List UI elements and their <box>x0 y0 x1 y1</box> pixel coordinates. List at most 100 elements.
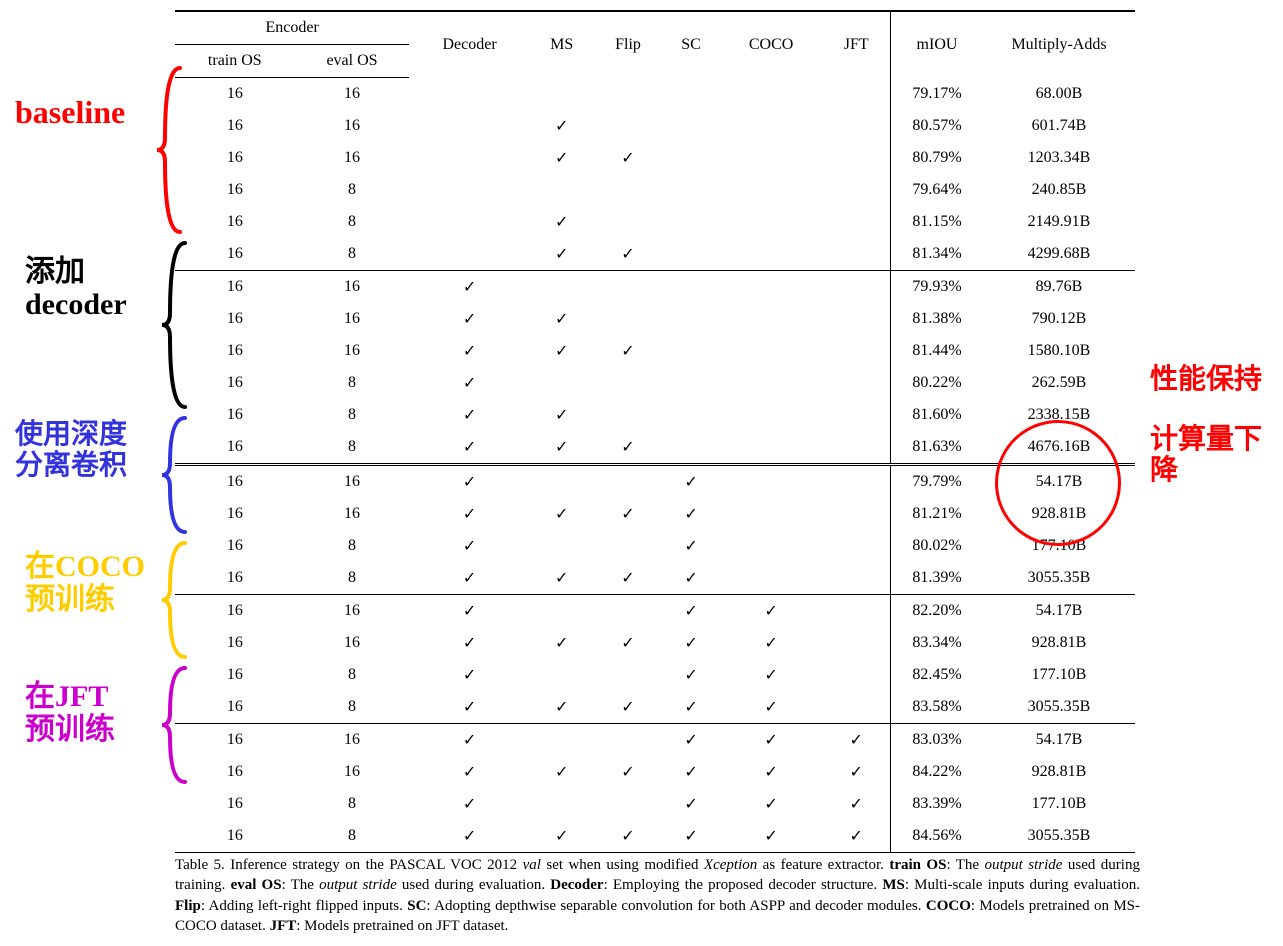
table-cell <box>594 367 663 399</box>
table-cell: 82.20% <box>891 595 984 628</box>
table-cell: ✓ <box>662 595 719 628</box>
table-cell <box>822 691 890 724</box>
handwritten-annotation: 计算量下降 <box>1150 425 1273 487</box>
table-cell <box>662 335 719 367</box>
table-cell: 16 <box>295 465 410 499</box>
table-cell: 1203.34B <box>983 142 1135 174</box>
table-cell: 83.58% <box>891 691 984 724</box>
table-row: 1616✓✓✓81.44%1580.10B <box>175 335 1135 367</box>
table-cell: 84.56% <box>891 820 984 853</box>
table-cell: 2338.15B <box>983 399 1135 431</box>
handwritten-annotation: 性能保持 <box>1150 365 1262 396</box>
table-cell: 16 <box>175 431 295 465</box>
table-cell: 81.38% <box>891 303 984 335</box>
caption-trainos-b: train OS <box>889 857 946 873</box>
table-row: 168✓✓✓✓✓✓84.56%3055.35B <box>175 820 1135 853</box>
table-cell <box>662 110 719 142</box>
table-cell <box>720 142 823 174</box>
table-cell: 240.85B <box>983 174 1135 206</box>
caption-text: used during evaluation. <box>397 877 551 893</box>
header-madds: Multiply-Adds <box>983 11 1135 78</box>
table-row: 168✓✓81.34%4299.68B <box>175 238 1135 271</box>
table-cell <box>720 335 823 367</box>
table-cell: 16 <box>175 595 295 628</box>
table-cell: 16 <box>295 335 410 367</box>
table-cell: 16 <box>295 110 410 142</box>
table-cell: 8 <box>295 659 410 691</box>
table-cell: ✓ <box>409 595 529 628</box>
table-cell: ✓ <box>662 659 719 691</box>
table-cell: ✓ <box>822 820 890 853</box>
table-cell: 82.45% <box>891 659 984 691</box>
table-cell <box>662 78 719 111</box>
table-cell <box>720 271 823 304</box>
table-body: 161679.17%68.00B1616✓80.57%601.74B1616✓✓… <box>175 78 1135 853</box>
table-cell: ✓ <box>720 756 823 788</box>
table-cell: 8 <box>295 530 410 562</box>
table-cell: ✓ <box>530 238 594 271</box>
table-cell <box>662 303 719 335</box>
table-cell: 8 <box>295 206 410 238</box>
table-cell: 2149.91B <box>983 206 1135 238</box>
header-ms: MS <box>530 11 594 78</box>
table-cell <box>662 206 719 238</box>
table-row: 1616✓80.57%601.74B <box>175 110 1135 142</box>
caption-text: : The <box>946 857 984 873</box>
table-cell: 16 <box>175 465 295 499</box>
table-cell: ✓ <box>662 530 719 562</box>
caption-text: as feature extractor. <box>757 857 889 873</box>
table-cell <box>409 142 529 174</box>
table-cell <box>594 788 663 820</box>
table-cell: ✓ <box>409 627 529 659</box>
caption-jft-b: JFT <box>270 918 297 934</box>
table-cell: ✓ <box>409 271 529 304</box>
table-cell: ✓ <box>720 659 823 691</box>
table-cell: ✓ <box>822 756 890 788</box>
table-cell: ✓ <box>662 788 719 820</box>
table-cell <box>594 724 663 757</box>
table-cell: ✓ <box>409 659 529 691</box>
table-row: 168✓✓✓✓81.39%3055.35B <box>175 562 1135 595</box>
table-cell: 16 <box>175 627 295 659</box>
table-cell <box>720 238 823 271</box>
table-cell: ✓ <box>594 142 663 174</box>
table-cell: ✓ <box>530 498 594 530</box>
table-cell: 8 <box>295 431 410 465</box>
table-row: 1616✓✓✓✓83.03%54.17B <box>175 724 1135 757</box>
table-cell: 16 <box>175 530 295 562</box>
table-cell: ✓ <box>409 530 529 562</box>
table-cell: ✓ <box>409 756 529 788</box>
table-cell: ✓ <box>720 724 823 757</box>
table-cell: ✓ <box>530 431 594 465</box>
table-cell <box>594 595 663 628</box>
table-cell <box>822 562 890 595</box>
table-cell: ✓ <box>530 206 594 238</box>
header-encoder: Encoder <box>175 11 409 45</box>
table-cell: 3055.35B <box>983 691 1135 724</box>
caption-text: set when using modified <box>541 857 704 873</box>
table-cell <box>530 595 594 628</box>
table-cell: ✓ <box>409 691 529 724</box>
table-cell <box>720 562 823 595</box>
table-cell <box>822 303 890 335</box>
table-cell <box>530 530 594 562</box>
table-cell: 81.34% <box>891 238 984 271</box>
table-cell: 83.03% <box>891 724 984 757</box>
table-cell <box>720 303 823 335</box>
table-cell <box>594 78 663 111</box>
table-cell: ✓ <box>662 465 719 499</box>
table-cell: 79.93% <box>891 271 984 304</box>
table-cell: 8 <box>295 820 410 853</box>
table-cell <box>720 78 823 111</box>
caption-xception: Xception <box>704 857 757 873</box>
table-cell: 262.59B <box>983 367 1135 399</box>
table-row: 1616✓✓✓✓✓83.34%928.81B <box>175 627 1135 659</box>
table-cell: ✓ <box>594 238 663 271</box>
table-cell: 4676.16B <box>983 431 1135 465</box>
header-sc: SC <box>662 11 719 78</box>
header-row-1: Encoder Decoder MS Flip SC COCO JFT mIOU… <box>175 11 1135 45</box>
table-cell: 16 <box>295 724 410 757</box>
table-cell <box>530 174 594 206</box>
table-cell: ✓ <box>530 110 594 142</box>
caption-text: Table 5. Inference strategy on the PASCA… <box>175 857 523 873</box>
